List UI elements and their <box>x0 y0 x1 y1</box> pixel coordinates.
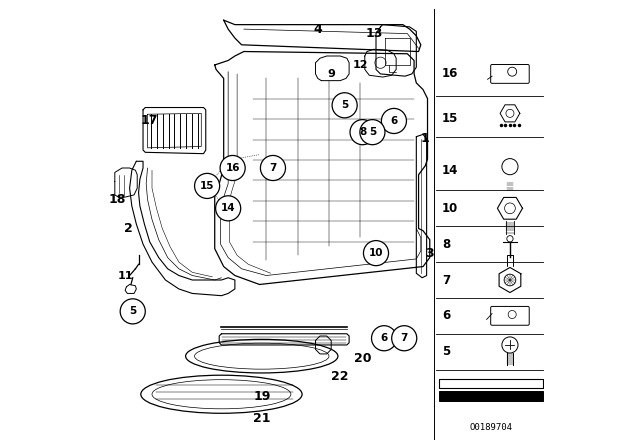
Circle shape <box>372 326 397 351</box>
Circle shape <box>260 155 285 181</box>
Text: 19: 19 <box>253 390 271 403</box>
Circle shape <box>195 173 220 198</box>
Circle shape <box>332 93 357 118</box>
Circle shape <box>220 155 245 181</box>
Circle shape <box>381 108 406 134</box>
Circle shape <box>350 120 375 145</box>
Circle shape <box>364 241 388 266</box>
Text: O0189704: O0189704 <box>470 423 513 432</box>
Text: 20: 20 <box>354 352 371 365</box>
Text: 6: 6 <box>442 309 450 323</box>
Circle shape <box>216 196 241 221</box>
Text: 15: 15 <box>442 112 458 125</box>
Text: 2: 2 <box>124 222 132 235</box>
Text: 6: 6 <box>390 116 397 126</box>
Text: 8: 8 <box>442 237 450 251</box>
Text: 4: 4 <box>314 22 322 36</box>
Text: 15: 15 <box>200 181 214 191</box>
Text: 18: 18 <box>109 193 126 206</box>
Text: 5: 5 <box>442 345 450 358</box>
Text: 7: 7 <box>401 333 408 343</box>
Text: 9: 9 <box>327 69 335 79</box>
Text: 12: 12 <box>353 60 368 70</box>
Text: 21: 21 <box>253 412 271 426</box>
Text: 8: 8 <box>359 127 366 137</box>
Text: 17: 17 <box>140 114 157 128</box>
Text: 6: 6 <box>380 333 388 343</box>
Text: 10: 10 <box>442 202 458 215</box>
Text: 22: 22 <box>332 370 349 383</box>
Text: 1: 1 <box>421 132 429 146</box>
Circle shape <box>120 299 145 324</box>
Text: 3: 3 <box>426 246 434 260</box>
Text: 11: 11 <box>117 271 133 280</box>
Text: 14: 14 <box>442 164 458 177</box>
Bar <box>439 391 543 401</box>
Text: 5: 5 <box>129 306 136 316</box>
Text: 16: 16 <box>225 163 240 173</box>
Text: 7: 7 <box>269 163 276 173</box>
Text: 7: 7 <box>442 273 450 287</box>
Text: 10: 10 <box>369 248 383 258</box>
Text: 5: 5 <box>341 100 348 110</box>
Text: 13: 13 <box>365 27 383 40</box>
Circle shape <box>360 120 385 145</box>
Text: 5: 5 <box>369 127 376 137</box>
Circle shape <box>507 236 513 242</box>
Circle shape <box>392 326 417 351</box>
Text: 14: 14 <box>221 203 236 213</box>
Text: 16: 16 <box>442 67 458 81</box>
